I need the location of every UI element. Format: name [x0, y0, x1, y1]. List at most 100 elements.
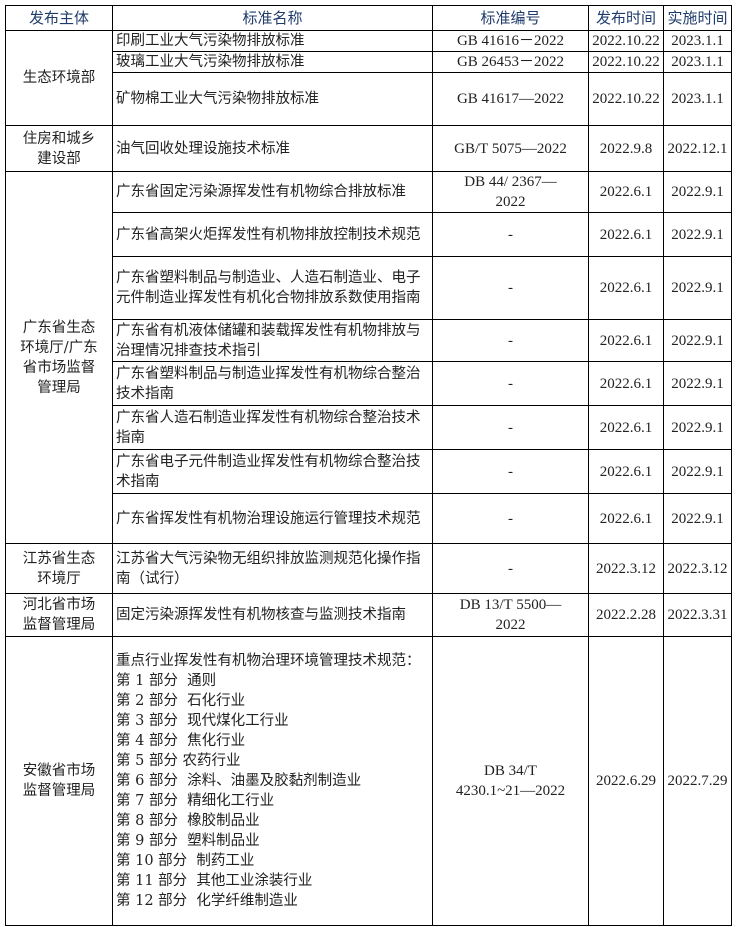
- publish-date: 2022.10.22: [588, 51, 664, 73]
- standard-name: 印刷工业大气污染物排放标准: [116, 33, 305, 49]
- implement-date: 2022.9.1: [663, 493, 732, 544]
- publish-date: 2022.10.22: [588, 30, 664, 52]
- table-row: 矿物棉工业大气污染物排放标准 GB 41617—2022 2022.10.22 202…: [6, 72, 732, 126]
- standard-code: -: [432, 449, 589, 494]
- standard-part: 第 1 部分 通则: [116, 673, 217, 689]
- header-impl-date: 实施时间: [663, 5, 732, 31]
- standard-name-cell: 油气回收处理设施技术标准: [112, 125, 433, 172]
- implement-date: 2022.3.31: [663, 593, 732, 637]
- publish-date: 2022.6.1: [588, 171, 664, 213]
- table-row: 广东省电子元件制造业挥发性有机物综合整治技术指南 -2022.6.1 2022.9.…: [6, 449, 732, 494]
- table-row: 河北省市场 监督管理局 固定污染源挥发性有机物核查与监测技术指南 DB 13/T 55…: [5, 593, 732, 637]
- publish-date: 2022.3.12: [588, 543, 664, 594]
- publish-date: 2022.6.1: [588, 405, 664, 450]
- implement-date: 2022.9.1: [663, 319, 732, 362]
- implement-date: 2023.1.1: [663, 30, 732, 52]
- standard-code: -: [432, 256, 589, 320]
- implement-date: 2022.9.1: [663, 405, 732, 450]
- standard-code: -: [432, 493, 589, 544]
- table-row: 江苏省生态 环境厅 江苏省大气污染物无组织排放监测规范化操作指南（试行） -2022.…: [5, 543, 732, 594]
- standard-part: 第 2 部分 石化行业: [116, 693, 246, 709]
- standard-name-cell: 广东省塑料制品与制造业挥发性有机物综合整治技术指南: [112, 361, 433, 406]
- standard-code: GB 26453－2022: [432, 51, 589, 73]
- standard-part: 第 3 部分 现代煤化工行业: [116, 713, 289, 729]
- standard-name-cell: 玻璃工业大气污染物排放标准: [112, 51, 433, 73]
- org-cell: 住房和城乡 建设部: [5, 125, 113, 172]
- standard-name: 广东省固定污染源挥发性有机物综合排放标准: [116, 184, 406, 200]
- standard-code: DB 13/T 5500—2022: [432, 593, 589, 637]
- table-row: 广东省挥发性有机物治理设施运行管理技术规范 -2022.6.1 2022.9.1: [6, 493, 732, 544]
- standard-name-cell: 印刷工业大气污染物排放标准: [112, 30, 433, 52]
- standard-code: GB/T 5075—2022: [432, 125, 589, 172]
- standard-code: GB 41616－2022: [432, 30, 589, 52]
- standard-code: -: [432, 543, 589, 594]
- table-row: 安徽省市场 监督管理局 重点行业挥发性有机物治理环境管理技术规范： 第 1 部分 通则…: [5, 636, 732, 926]
- publish-date: 2022.2.28: [588, 593, 664, 637]
- org-cell: 生态环境部: [5, 30, 113, 126]
- standard-name-cell: 江苏省大气污染物无组织排放监测规范化操作指南（试行）: [112, 543, 433, 594]
- org-cell: 江苏省生态 环境厅: [5, 543, 113, 594]
- implement-date: 2022.9.1: [663, 449, 732, 494]
- standard-code: DB 34/T 4230.1~21—2022: [432, 636, 589, 926]
- publish-date: 2022.6.1: [588, 361, 664, 406]
- standard-part: 第 7 部分 精细化工行业: [116, 793, 275, 809]
- standard-name-cell: 矿物棉工业大气污染物排放标准: [112, 72, 433, 126]
- standard-name-cell: 广东省固定污染源挥发性有机物综合排放标准: [112, 171, 433, 213]
- header-pub-date: 发布时间: [588, 5, 664, 31]
- table-row: 广东省人造石制造业挥发性有机物综合整治技术指南 -2022.6.1 2022.9.1: [6, 405, 732, 450]
- standard-name-cell: 广东省高架火炬挥发性有机物排放控制技术规范: [112, 212, 433, 257]
- header-row: 发布主体 标准名称 标准编号 发布时间 实施时间: [5, 5, 732, 31]
- standard-name: 广东省人造石制造业挥发性有机物综合整治技术指南: [116, 409, 421, 446]
- publish-date: 2022.6.1: [588, 212, 664, 257]
- standard-name-cell: 固定污染源挥发性有机物核查与监测技术指南: [112, 593, 433, 637]
- standard-code: GB 41617—2022: [432, 72, 589, 126]
- implement-date: 2022.9.1: [663, 212, 732, 257]
- table-row: 生态环境部 印刷工业大气污染物排放标准 GB 41616－2022 2022.10.2…: [5, 30, 732, 126]
- table-row: 广东省高架火炬挥发性有机物排放控制技术规范 -2022.6.1 2022.9.1: [6, 212, 732, 257]
- standard-name: 广东省塑料制品与制造业挥发性有机物综合整治技术指南: [116, 365, 421, 402]
- table-row: 广东省有机液体储罐和装载挥发性有机物排放与治理情况排查技术指引 -2022.6.1…: [6, 319, 732, 362]
- standard-part: 第 8 部分 橡胶制品业: [116, 813, 260, 829]
- standard-name-cell: 广东省塑料制品与制造业、人造石制造业、电子元件制造业挥发性有机化合物排放系数使用…: [112, 256, 433, 320]
- implement-date: 2022.3.12: [663, 543, 732, 594]
- standard-name: 重点行业挥发性有机物治理环境管理技术规范：: [116, 653, 421, 669]
- publish-date: 2022.6.29: [588, 636, 664, 926]
- standard-name-cell: 广东省挥发性有机物治理设施运行管理技术规范: [112, 493, 433, 544]
- standard-name: 固定污染源挥发性有机物核查与监测技术指南: [116, 607, 406, 623]
- standard-code: -: [432, 361, 589, 406]
- publish-date: 2022.6.1: [588, 493, 664, 544]
- standard-name-cell: 广东省有机液体储罐和装载挥发性有机物排放与治理情况排查技术指引: [112, 319, 433, 362]
- standard-name: 广东省高架火炬挥发性有机物排放控制技术规范: [116, 226, 421, 243]
- publish-date: 2022.9.8: [588, 125, 664, 172]
- table-row: 广东省塑料制品与制造业挥发性有机物综合整治技术指南 -2022.6.1 2022.9…: [6, 361, 732, 406]
- org-cell: 广东省生态 环境厅/广东 省市场监督 管理局: [5, 171, 113, 544]
- standard-code: -: [432, 405, 589, 450]
- standard-name: 广东省有机液体储罐和装载挥发性有机物排放与治理情况排查技术指引: [116, 322, 421, 359]
- standard-part: 第 9 部分 塑料制品业: [116, 833, 260, 849]
- publish-date: 2022.10.22: [588, 72, 664, 126]
- publish-date: 2022.6.1: [588, 449, 664, 494]
- standard-name-cell: 广东省电子元件制造业挥发性有机物综合整治技术指南: [112, 449, 433, 494]
- implement-date: 2022.9.1: [663, 171, 732, 213]
- standard-name: 广东省电子元件制造业挥发性有机物综合整治技术指南: [116, 453, 421, 490]
- standard-part: 第 11 部分 其他工业涂装行业: [116, 873, 313, 889]
- publish-date: 2022.6.1: [588, 319, 664, 362]
- standard-name: 江苏省大气污染物无组织排放监测规范化操作指南（试行）: [116, 550, 421, 587]
- standard-name: 矿物棉工业大气污染物排放标准: [116, 91, 319, 107]
- implement-date: 2023.1.1: [663, 51, 732, 73]
- standard-name: 油气回收处理设施技术标准: [116, 140, 290, 157]
- header-name: 标准名称: [112, 5, 433, 31]
- standard-name: 广东省挥发性有机物治理设施运行管理技术规范: [116, 510, 421, 527]
- standard-part: 第 10 部分 制药工业: [116, 853, 255, 869]
- header-org: 发布主体: [5, 5, 113, 31]
- table-row: 广东省生态 环境厅/广东 省市场监督 管理局 广东省固定污染源挥发性有机物综合排放标准 D…: [5, 171, 732, 544]
- standard-code: -: [432, 212, 589, 257]
- implement-date: 2022.9.1: [663, 256, 732, 320]
- standard-part: 第 6 部分 涂料、油墨及胶黏剂制造业: [116, 773, 362, 789]
- publish-date: 2022.6.1: [588, 256, 664, 320]
- standard-name: 广东省塑料制品与制造业、人造石制造业、电子元件制造业挥发性有机化合物排放系数使用…: [116, 270, 421, 306]
- standard-part: 第 5 部分 农药行业: [116, 753, 241, 769]
- table-row: 住房和城乡 建设部 油气回收处理设施技术标准 GB/T 5075—2022 2022.9…: [5, 125, 732, 172]
- standard-code: DB 44/ 2367—2022: [432, 171, 589, 213]
- standard-name: 玻璃工业大气污染物排放标准: [116, 54, 305, 70]
